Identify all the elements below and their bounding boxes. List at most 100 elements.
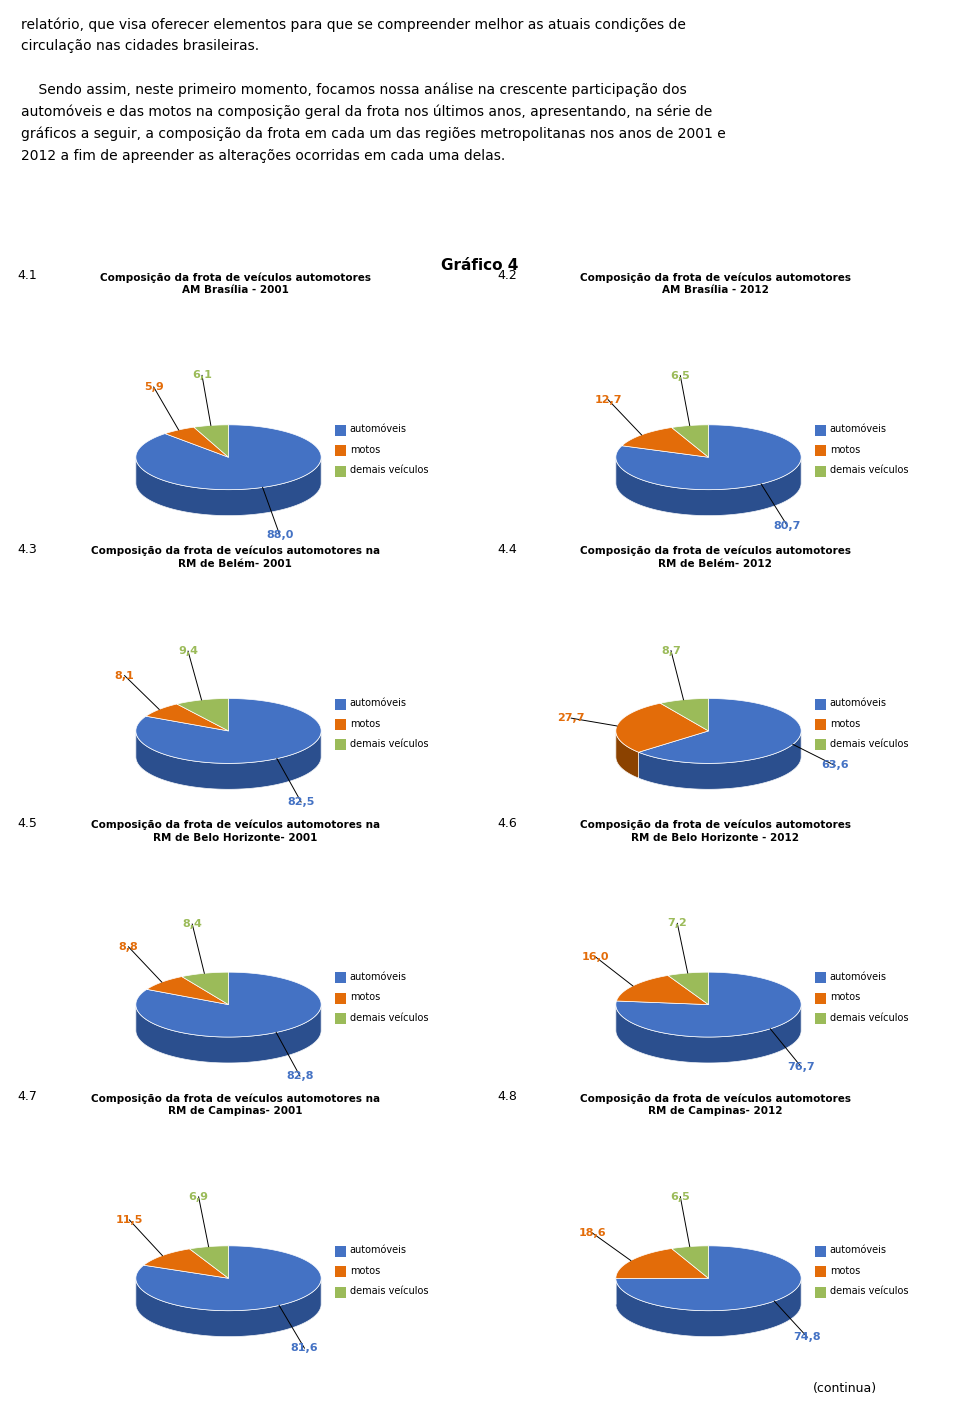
Text: 11,5: 11,5 — [115, 1215, 143, 1225]
Polygon shape — [616, 973, 802, 1037]
Bar — [335, 973, 347, 983]
Text: 27,7: 27,7 — [558, 713, 585, 723]
Text: 4.7: 4.7 — [17, 1090, 37, 1103]
Text: Composição da frota de veículos automotores na
RM de Belo Horizonte- 2001: Composição da frota de veículos automoto… — [90, 820, 380, 842]
Text: Composição da frota de veículos automotores
AM Brasília - 2001: Composição da frota de veículos automoto… — [100, 272, 371, 295]
Text: 8,4: 8,4 — [182, 919, 203, 929]
Bar — [335, 699, 347, 709]
Bar — [815, 699, 827, 709]
Polygon shape — [616, 1246, 802, 1310]
Bar — [335, 993, 347, 1004]
Polygon shape — [616, 458, 802, 516]
Polygon shape — [638, 732, 802, 790]
Bar — [815, 465, 827, 476]
Polygon shape — [144, 1249, 228, 1278]
Text: 9,4: 9,4 — [178, 647, 198, 657]
Polygon shape — [672, 1246, 708, 1278]
Text: Composição da frota de veículos automotores
RM de Belém- 2012: Composição da frota de veículos automoto… — [580, 546, 851, 569]
Text: automóveis: automóveis — [349, 698, 407, 708]
Text: automóveis: automóveis — [349, 1245, 407, 1255]
Polygon shape — [146, 703, 228, 730]
Polygon shape — [136, 457, 322, 516]
Polygon shape — [136, 1278, 322, 1337]
Bar — [335, 445, 347, 457]
Polygon shape — [181, 973, 228, 1004]
Polygon shape — [616, 425, 802, 489]
Bar — [815, 1286, 827, 1297]
Text: (continua): (continua) — [813, 1383, 876, 1395]
Polygon shape — [136, 730, 322, 790]
Polygon shape — [638, 730, 802, 790]
Polygon shape — [622, 427, 708, 457]
Text: 4.2: 4.2 — [497, 269, 517, 282]
Text: motos: motos — [829, 719, 860, 729]
Text: 5,9: 5,9 — [144, 381, 163, 391]
Polygon shape — [189, 1246, 228, 1278]
Polygon shape — [136, 973, 322, 1037]
Text: circulação nas cidades brasileiras.: circulação nas cidades brasileiras. — [21, 38, 259, 52]
Text: 2012 a fim de apreender as alterações ocorridas em cada uma delas.: 2012 a fim de apreender as alterações oc… — [21, 149, 505, 163]
Polygon shape — [616, 976, 708, 1004]
Bar — [335, 1266, 347, 1278]
Bar — [335, 1246, 347, 1256]
Text: motos: motos — [349, 719, 380, 729]
Text: motos: motos — [829, 993, 860, 1003]
Text: 4.5: 4.5 — [17, 817, 37, 830]
Bar — [815, 719, 827, 730]
Text: automóveis: automóveis — [829, 971, 887, 981]
Text: motos: motos — [349, 445, 380, 455]
Polygon shape — [638, 699, 802, 763]
Text: 18,6: 18,6 — [578, 1228, 606, 1238]
Text: Gráfico 4: Gráfico 4 — [442, 258, 518, 274]
Text: 7,2: 7,2 — [667, 919, 687, 929]
Text: 8,7: 8,7 — [661, 645, 681, 655]
Text: Composição da frota de veículos automotores
AM Brasília - 2012: Composição da frota de veículos automoto… — [580, 272, 851, 295]
Polygon shape — [136, 1004, 322, 1064]
Bar — [815, 1266, 827, 1278]
Text: 4.3: 4.3 — [17, 543, 37, 556]
Bar — [335, 1012, 347, 1024]
Text: 4.8: 4.8 — [497, 1090, 517, 1103]
Text: 12,7: 12,7 — [594, 394, 622, 404]
Polygon shape — [672, 425, 708, 457]
Text: 6,5: 6,5 — [670, 1191, 690, 1201]
Text: demais veículos: demais veículos — [829, 1286, 908, 1296]
Text: motos: motos — [349, 1266, 380, 1276]
Text: 81,6: 81,6 — [291, 1343, 319, 1353]
Text: 6,1: 6,1 — [192, 370, 212, 380]
Text: 8,1: 8,1 — [114, 671, 134, 681]
Polygon shape — [136, 699, 322, 763]
Text: demais veículos: demais veículos — [349, 465, 428, 475]
Text: gráficos a seguir, a composição da frota em cada um das regiões metropolitanas n: gráficos a seguir, a composição da frota… — [21, 128, 726, 142]
Polygon shape — [177, 699, 228, 730]
Text: demais veículos: demais veículos — [829, 465, 908, 475]
Text: demais veículos: demais veículos — [829, 739, 908, 749]
Text: 63,6: 63,6 — [821, 760, 849, 770]
Text: 80,7: 80,7 — [774, 520, 801, 530]
Polygon shape — [136, 730, 322, 790]
Bar — [815, 973, 827, 983]
Bar — [335, 719, 347, 730]
Text: demais veículos: demais veículos — [829, 1012, 908, 1022]
Text: 82,8: 82,8 — [286, 1071, 314, 1081]
Polygon shape — [660, 699, 708, 730]
Text: 4.6: 4.6 — [497, 817, 517, 830]
Text: automóveis: automóveis — [829, 698, 887, 708]
Text: 6,5: 6,5 — [670, 370, 690, 380]
Text: 74,8: 74,8 — [793, 1332, 821, 1341]
Text: 6,9: 6,9 — [188, 1193, 208, 1202]
Polygon shape — [165, 427, 228, 457]
Polygon shape — [616, 730, 638, 778]
Text: automóveis: automóveis — [349, 424, 407, 434]
Text: 88,0: 88,0 — [266, 530, 294, 540]
Polygon shape — [616, 703, 708, 752]
Polygon shape — [616, 730, 638, 778]
Text: demais veículos: demais veículos — [349, 1012, 428, 1022]
Polygon shape — [194, 425, 228, 457]
Text: automóveis e das motos na composição geral da frota nos últimos anos, apresentan: automóveis e das motos na composição ger… — [21, 105, 712, 119]
Polygon shape — [616, 1004, 802, 1064]
Text: Composição da frota de veículos automotores
RM de Belo Horizonte - 2012: Composição da frota de veículos automoto… — [580, 820, 851, 842]
Text: 16,0: 16,0 — [581, 951, 609, 961]
Text: automóveis: automóveis — [349, 971, 407, 981]
Polygon shape — [136, 425, 322, 489]
